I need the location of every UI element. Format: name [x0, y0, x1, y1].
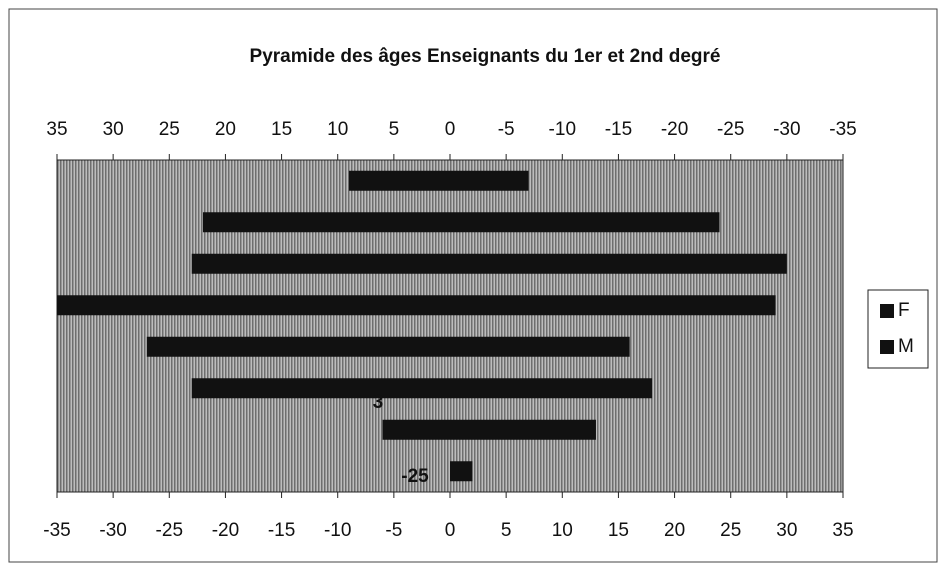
x-tick-label: 35 — [832, 520, 853, 541]
plot-area — [56, 159, 844, 493]
bar — [450, 253, 787, 274]
x-tick-label: -20 — [212, 520, 239, 541]
x-tick-label: 25 — [720, 520, 741, 541]
annotation: 3 — [373, 392, 384, 413]
x2-tick-label: 5 — [389, 119, 400, 140]
bar — [450, 461, 473, 482]
chart-title: Pyramide des âges Enseignants du 1er et … — [249, 46, 721, 67]
x-tick-label: 5 — [501, 520, 512, 541]
bar — [57, 295, 450, 316]
x2-tick-label: 35 — [46, 119, 67, 140]
x-tick-label: -10 — [324, 520, 351, 541]
x-tick-label: -15 — [268, 520, 295, 541]
bar — [450, 212, 720, 233]
bar — [146, 336, 451, 357]
x2-tick-label: -20 — [661, 119, 688, 140]
bar — [450, 295, 776, 316]
x-tick-label: 0 — [445, 520, 456, 541]
x-tick-label: -30 — [99, 520, 126, 541]
x2-tick-label: -15 — [605, 119, 632, 140]
x-tick-label: -35 — [43, 520, 70, 541]
x-tick-label: 30 — [776, 520, 797, 541]
x2-tick-label: 0 — [445, 119, 456, 140]
legend-box — [867, 289, 929, 369]
x-tick-label: 20 — [664, 520, 685, 541]
bar — [348, 170, 450, 191]
legend-swatch — [880, 340, 894, 354]
x2-tick-label: 20 — [215, 119, 236, 140]
x2-tick-label: 10 — [327, 119, 348, 140]
x2-tick-label: -10 — [549, 119, 576, 140]
bar — [450, 336, 630, 357]
x2-tick-label: 25 — [159, 119, 180, 140]
x2-tick-label: 15 — [271, 119, 292, 140]
x2-tick-label: -5 — [498, 119, 515, 140]
frame — [8, 8, 938, 563]
x-tick-label: 10 — [552, 520, 573, 541]
bar — [382, 419, 450, 440]
bar — [450, 378, 653, 399]
bar — [191, 378, 450, 399]
bar — [450, 419, 596, 440]
legend-label: F — [898, 300, 910, 321]
x2-tick-label: -30 — [773, 119, 800, 140]
x-tick-label: 15 — [608, 520, 629, 541]
x2-tick-label: -35 — [829, 119, 856, 140]
x2-tick-label: 30 — [103, 119, 124, 140]
bar — [202, 212, 450, 233]
annotation: -25 — [401, 466, 429, 487]
bar — [450, 170, 529, 191]
x-tick-label: -5 — [385, 520, 402, 541]
x-tick-label: -25 — [156, 520, 183, 541]
x2-tick-label: -25 — [717, 119, 744, 140]
bar — [191, 253, 450, 274]
legend-swatch — [880, 304, 894, 318]
legend-label: M — [898, 336, 914, 357]
